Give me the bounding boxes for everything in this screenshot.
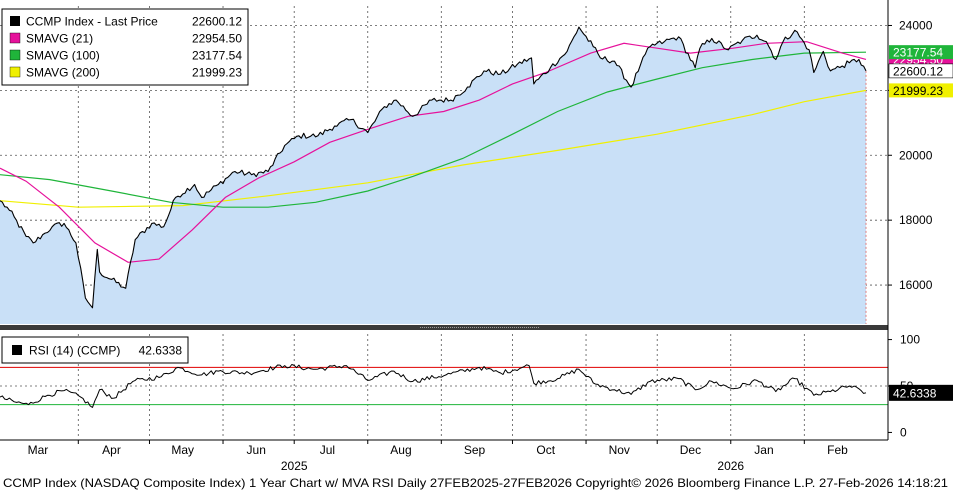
legend-value: 23177.54 — [192, 49, 242, 63]
rsi-value-tag-bg — [889, 384, 953, 401]
legend-label: RSI (14) (CCMP) — [29, 344, 120, 358]
rsi-lines-layer — [0, 364, 867, 408]
x-month-label: Apr — [102, 443, 121, 457]
axis-labels: 1600018000200002200024000050100MarAprMay… — [28, 18, 953, 473]
x-month-label: Dec — [680, 443, 701, 457]
x-month-label: Jun — [247, 443, 266, 457]
legend-value: 22600.12 — [192, 15, 242, 29]
x-month-label: Feb — [827, 443, 848, 457]
price-area-layer — [0, 27, 867, 324]
x-month-label: Nov — [609, 443, 630, 457]
legend-value: 42.6338 — [139, 344, 183, 358]
price-value-tag: 23177.54 — [889, 45, 953, 60]
x-month-label: Jul — [320, 443, 335, 457]
rsi-ytick-label: 100 — [900, 333, 920, 347]
price-lines-layer — [0, 26, 867, 309]
legend-swatch — [9, 32, 21, 44]
x-month-label: May — [171, 443, 194, 457]
sma200-line — [0, 89, 867, 208]
price-ytick-label: 24000 — [899, 18, 933, 32]
rsi-value-tag-text: 42.6338 — [893, 386, 937, 400]
price-value-tag-text: 21999.23 — [893, 84, 943, 98]
x-month-label: Mar — [28, 443, 49, 457]
rsi-line — [0, 364, 867, 408]
legend-swatch — [9, 49, 21, 61]
price-value-tag: 22600.12 — [888, 63, 953, 79]
price-value-tag-text: 23177.54 — [893, 46, 943, 60]
x-month-label: Oct — [536, 443, 555, 457]
rsi-legend: RSI (14) (CCMP) 42.6338 — [1, 336, 189, 364]
rsi-legend-box — [1, 336, 189, 364]
legend-swatch — [10, 16, 20, 26]
rsi-value-tag: 42.6338 — [889, 384, 953, 401]
rsi-ytick-label: 0 — [900, 425, 907, 439]
price-value-tag-bg — [888, 63, 953, 79]
rsi-grid — [0, 334, 888, 438]
price-ytick-label: 20000 — [899, 148, 933, 162]
x-year-label: 2025 — [281, 459, 308, 473]
price-legend: CCMP Index - Last Price 22600.12 SMAVG (21… — [1, 8, 249, 86]
x-month-label: Aug — [390, 443, 411, 457]
legends: CCMP Index - Last Price 22600.12 SMAVG (21… — [1, 8, 249, 364]
x-month-label: Jan — [754, 443, 773, 457]
legend-label: SMAVG (200) — [26, 66, 100, 80]
price-ytick-label: 18000 — [899, 213, 933, 227]
sma100-line — [0, 51, 867, 208]
legend-value: 22954.50 — [192, 32, 242, 46]
price-value-tag-bg — [889, 83, 953, 98]
legend-swatch — [12, 345, 22, 355]
legend-swatch — [9, 66, 21, 78]
price-value-tag-text: 22600.12 — [893, 64, 943, 78]
x-month-label: Sep — [464, 443, 486, 457]
legend-label: SMAVG (21) — [26, 32, 93, 46]
price-area-fill — [0, 27, 866, 324]
legend-value: 21999.23 — [192, 66, 242, 80]
chart-footer: CCMP Index (NASDAQ Composite Index) 1 Ye… — [3, 476, 948, 490]
legend-label: SMAVG (100) — [26, 49, 100, 63]
legend-label: CCMP Index - Last Price — [26, 15, 158, 29]
x-year-label: 2026 — [717, 459, 744, 473]
price-line — [0, 26, 867, 309]
price-value-tag: 21999.23 — [889, 83, 953, 98]
price-legend-box — [1, 8, 249, 86]
price-value-tag-bg — [889, 45, 953, 60]
price-ytick-label: 16000 — [899, 278, 933, 292]
